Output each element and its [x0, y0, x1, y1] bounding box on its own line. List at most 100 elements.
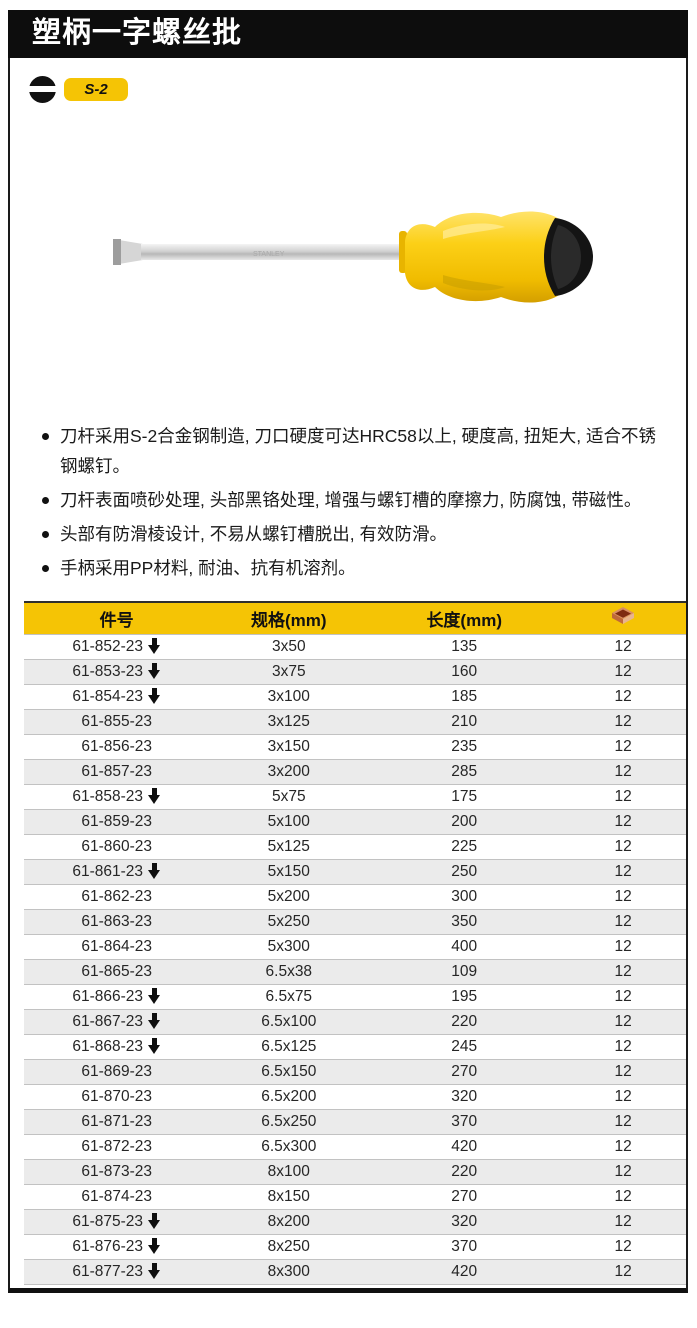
- table-row: 61-864-23 5x300 400 12: [24, 934, 686, 959]
- spec-cell: 5x200: [267, 887, 310, 905]
- spec-cell: 6.5x38: [265, 962, 313, 980]
- product-image-screwdriver: STANLEY: [103, 201, 603, 313]
- qty-cell: 12: [614, 937, 632, 955]
- part-number-cell: 61-870-23: [24, 1084, 209, 1109]
- part-number-cell: 61-861-23: [24, 859, 209, 884]
- spec-cell: 5x125: [267, 837, 310, 855]
- down-arrow-icon: [148, 1037, 161, 1054]
- parts-table: 件号 规格(mm) 长度(mm) 61-852-23 3x50 135 12 61-85…: [24, 601, 686, 1285]
- down-arrow-icon: [148, 687, 161, 704]
- qty-cell: 12: [614, 1212, 632, 1230]
- part-number: 61-852-23: [72, 637, 144, 655]
- spec-cell: 5x75: [271, 787, 306, 805]
- steel-grade-badge: S-2: [64, 77, 128, 101]
- part-number-cell: 61-865-23: [24, 959, 209, 984]
- spec-cell: 3x150: [267, 737, 310, 755]
- table-row: 61-867-23 6.5x100 220 12: [24, 1009, 686, 1034]
- table-row: 61-865-23 6.5x38 109 12: [24, 959, 686, 984]
- down-arrow-icon: [148, 987, 161, 1004]
- part-number: 61-864-23: [81, 937, 153, 955]
- part-number: 61-860-23: [81, 837, 153, 855]
- part-number-cell: 61-860-23: [24, 834, 209, 859]
- part-number-cell: 61-857-23: [24, 759, 209, 784]
- qty-cell: 12: [614, 637, 632, 655]
- length-cell: 270: [451, 1062, 478, 1080]
- spec-cell: 3x200: [267, 762, 310, 780]
- part-number: 61-876-23: [72, 1237, 144, 1255]
- part-number: 61-857-23: [81, 762, 153, 780]
- length-cell: 225: [451, 837, 478, 855]
- qty-cell: 12: [614, 1087, 632, 1105]
- spec-cell: 5x300: [267, 937, 310, 955]
- part-number: 61-877-23: [72, 1262, 144, 1280]
- part-number-cell: 61-853-23: [24, 659, 209, 684]
- qty-cell: 12: [614, 687, 632, 705]
- spec-cell: 6.5x300: [261, 1137, 317, 1155]
- spec-cell: 5x150: [267, 862, 310, 880]
- table-header-row: 件号 规格(mm) 长度(mm): [24, 602, 686, 634]
- part-number: 61-867-23: [72, 1012, 144, 1030]
- down-arrow-icon: [148, 662, 161, 679]
- catalog-page-frame: 塑柄一字螺丝批 S-2: [8, 10, 688, 1293]
- length-cell: 285: [451, 762, 478, 780]
- qty-cell: 12: [614, 962, 632, 980]
- qty-cell: 12: [614, 1112, 632, 1130]
- part-number-cell: 61-863-23: [24, 909, 209, 934]
- part-number-cell: 61-852-23: [24, 634, 209, 659]
- qty-cell: 12: [614, 1237, 632, 1255]
- part-number: 61-869-23: [81, 1062, 153, 1080]
- part-number: 61-871-23: [81, 1112, 153, 1130]
- parts-table-body: 61-852-23 3x50 135 12 61-853-23 3x75 160 12 61-8…: [24, 634, 686, 1284]
- part-number-cell: 61-875-23: [24, 1209, 209, 1234]
- qty-cell: 12: [614, 987, 632, 1005]
- length-cell: 250: [451, 862, 478, 880]
- table-row: 61-873-23 8x100 220 12: [24, 1159, 686, 1184]
- part-number-cell: 61-869-23: [24, 1059, 209, 1084]
- length-cell: 235: [451, 737, 478, 755]
- slotted-tip-icon: [29, 75, 56, 103]
- part-number: 61-859-23: [81, 812, 153, 830]
- table-row: 61-860-23 5x125 225 12: [24, 834, 686, 859]
- table-row: 61-875-23 8x200 320 12: [24, 1209, 686, 1234]
- qty-cell: 12: [614, 662, 632, 680]
- part-number: 61-873-23: [81, 1162, 153, 1180]
- spec-cell: 3x50: [271, 637, 306, 655]
- table-row: 61-863-23 5x250 350 12: [24, 909, 686, 934]
- header-length: 长度(mm): [426, 610, 502, 630]
- qty-cell: 12: [614, 787, 632, 805]
- part-number: 61-874-23: [81, 1187, 153, 1205]
- part-number: 61-862-23: [81, 887, 153, 905]
- down-arrow-icon: [148, 1237, 161, 1254]
- table-row: 61-871-23 6.5x250 370 12: [24, 1109, 686, 1134]
- table-row: 61-866-23 6.5x75 195 12: [24, 984, 686, 1009]
- qty-cell: 12: [614, 887, 632, 905]
- part-number-cell: 61-873-23: [24, 1159, 209, 1184]
- qty-cell: 12: [614, 1012, 632, 1030]
- table-row: 61-859-23 5x100 200 12: [24, 809, 686, 834]
- table-row: 61-869-23 6.5x150 270 12: [24, 1059, 686, 1084]
- length-cell: 200: [451, 812, 478, 830]
- table-row: 61-854-23 3x100 185 12: [24, 684, 686, 709]
- part-number-cell: 61-874-23: [24, 1184, 209, 1209]
- part-number-cell: 61-854-23: [24, 684, 209, 709]
- table-row: 61-874-23 8x150 270 12: [24, 1184, 686, 1209]
- qty-cell: 12: [614, 812, 632, 830]
- table-row: 61-857-23 3x200 285 12: [24, 759, 686, 784]
- spec-cell: 8x200: [267, 1212, 310, 1230]
- qty-cell: 12: [614, 762, 632, 780]
- part-number-cell: 61-866-23: [24, 984, 209, 1009]
- table-row: 61-877-23 8x300 420 12: [24, 1259, 686, 1284]
- part-number-cell: 61-859-23: [24, 809, 209, 834]
- spec-cell: 6.5x75: [265, 987, 313, 1005]
- header-qty-per-carton: [560, 602, 686, 634]
- part-number: 61-856-23: [81, 737, 153, 755]
- table-row: 61-855-23 3x125 210 12: [24, 709, 686, 734]
- page-title: 塑柄一字螺丝批: [8, 10, 688, 58]
- down-arrow-icon: [148, 1262, 161, 1279]
- part-number-cell: 61-876-23: [24, 1234, 209, 1259]
- down-arrow-icon: [148, 787, 161, 804]
- feature-item: 刀杆采用S-2合金钢制造, 刀口硬度可达HRC58以上, 硬度高, 扭矩大, 适…: [40, 421, 660, 481]
- table-row: 61-853-23 3x75 160 12: [24, 659, 686, 684]
- length-cell: 210: [451, 712, 478, 730]
- part-number: 61-855-23: [81, 712, 153, 730]
